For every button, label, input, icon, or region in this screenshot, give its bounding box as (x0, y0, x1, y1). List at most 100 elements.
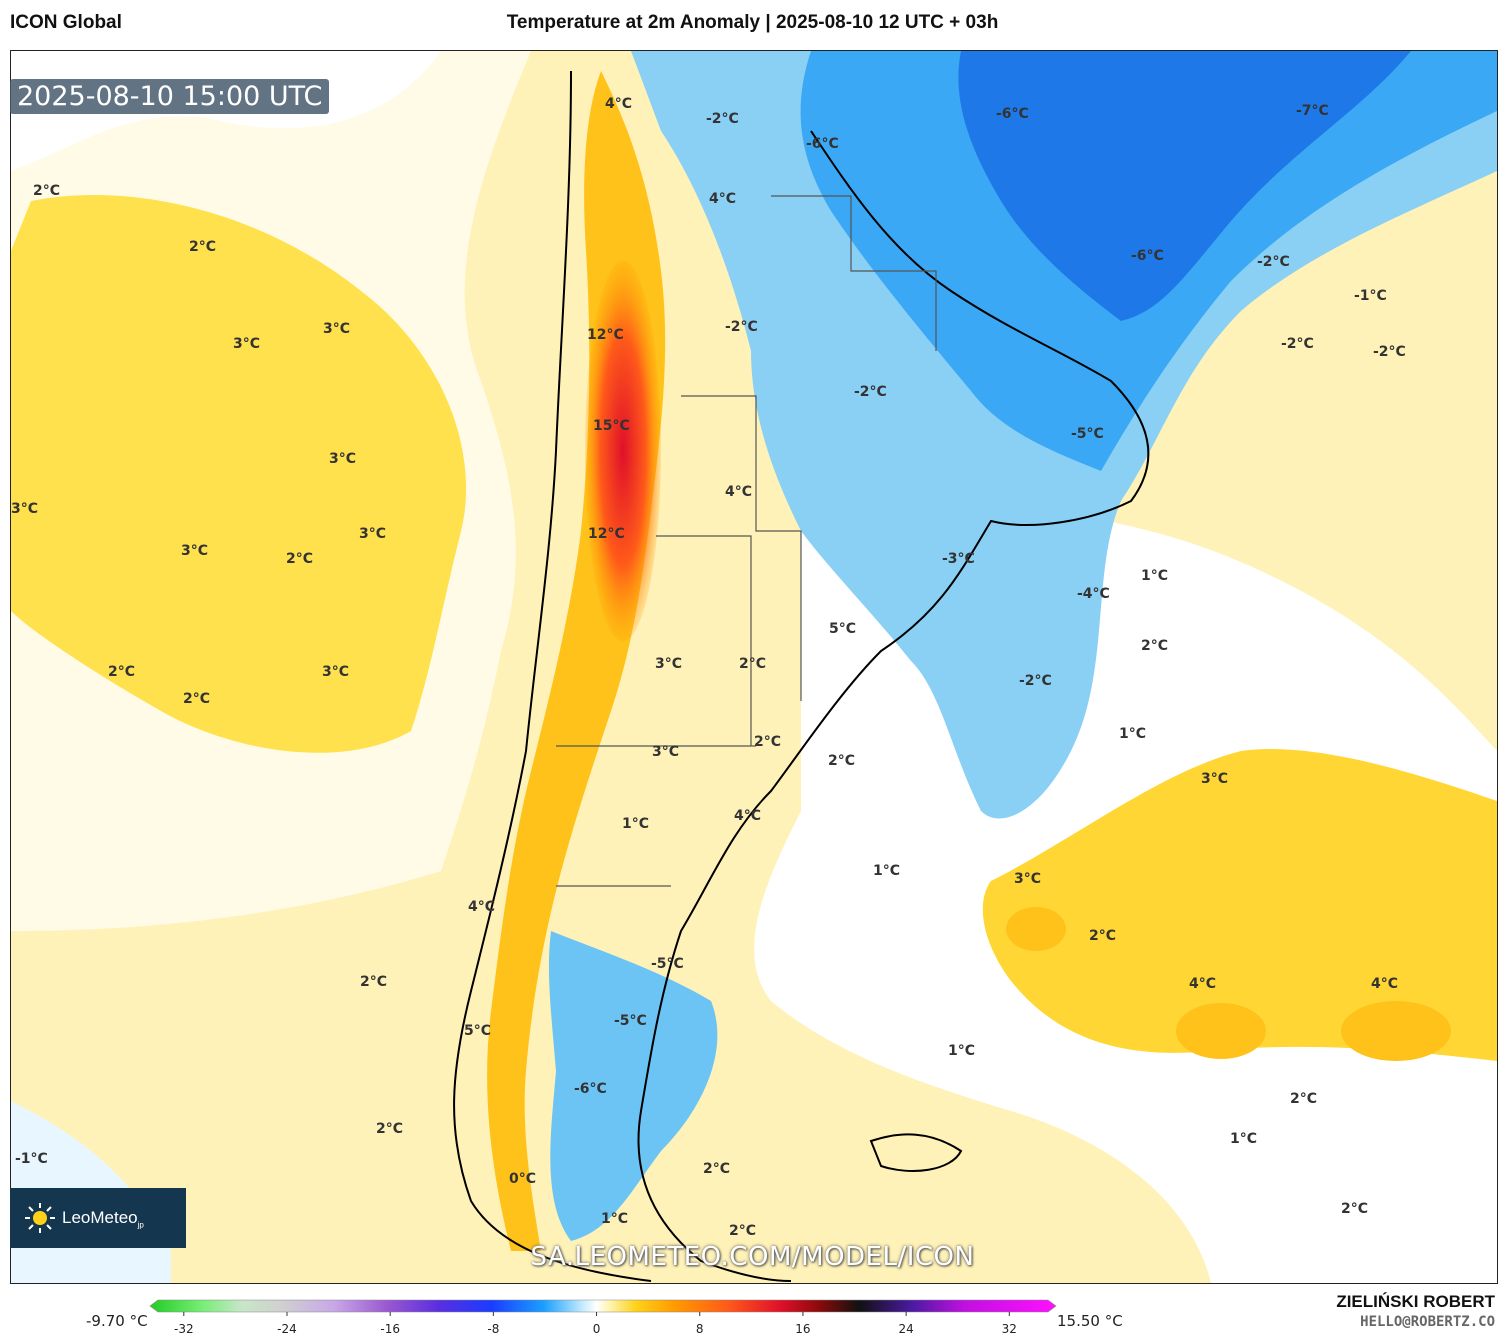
temperature-label: 2°C (376, 1121, 404, 1137)
temperature-label: 3°C (322, 664, 350, 680)
hot-anomaly-core (585, 261, 661, 641)
colorbar (149, 1299, 1057, 1316)
colorbar-tick-label: 16 (795, 1322, 811, 1336)
logo-text: LeoMeteo (62, 1208, 138, 1227)
colorbar-tick-label: 0 (592, 1322, 601, 1336)
temperature-label: -2°C (854, 384, 887, 400)
temperature-label: 2°C (754, 734, 782, 750)
temperature-label: 4°C (734, 808, 762, 824)
temperature-label: -6°C (1131, 248, 1164, 264)
sun-icon (25, 1203, 55, 1233)
temperature-label: 1°C (601, 1211, 629, 1227)
colorbar-tick-label: -24 (277, 1322, 297, 1336)
colorbar-max-label: 15.50 °C (1057, 1312, 1123, 1330)
temperature-label: 2°C (108, 664, 136, 680)
temperature-label: 2°C (739, 656, 767, 672)
temperature-label: 3°C (323, 321, 351, 337)
temperature-label: -2°C (1281, 336, 1314, 352)
temperature-label: 3°C (11, 501, 39, 517)
temperature-label: 3°C (652, 744, 680, 760)
temperature-label: 2°C (828, 753, 856, 769)
logo-suffix: jp (137, 1220, 144, 1230)
warm-pacific-blob (11, 195, 467, 753)
colorbar-tick-label: -32 (173, 1322, 194, 1336)
map-title: Temperature at 2m Anomaly | 2025-08-10 1… (506, 12, 999, 33)
cold-patagonia (548, 931, 718, 1241)
temperature-label: -6°C (806, 136, 839, 152)
temperature-label: 2°C (286, 551, 314, 567)
falkland-islands (869, 1133, 963, 1172)
temperature-label: -1°C (15, 1151, 48, 1167)
author-email: HELLO@ROBERTZ.CO (1360, 1314, 1495, 1330)
temperature-label: -2°C (1019, 673, 1052, 689)
temperature-label: 3°C (359, 526, 387, 542)
temperature-label: 3°C (181, 543, 209, 559)
temperature-label: 2°C (703, 1161, 731, 1177)
temperature-label: 4°C (1189, 976, 1217, 992)
temperature-label: 2°C (1341, 1201, 1369, 1217)
temperature-label: -2°C (1257, 254, 1290, 270)
model-name: ICON Global (10, 12, 122, 33)
temperature-label: 4°C (709, 191, 737, 207)
temperature-label: 1°C (948, 1043, 976, 1059)
temperature-label: -3°C (942, 551, 975, 567)
colorbar-tick-label: 32 (1001, 1322, 1017, 1336)
coldest-core (958, 51, 1411, 321)
colorbar-tick-label: 24 (898, 1322, 914, 1336)
temperature-label: 2°C (729, 1223, 757, 1239)
leometeo-logo[interactable]: LeoMeteojp (10, 1188, 186, 1248)
temperature-label: 3°C (1201, 771, 1229, 787)
site-url: SA.LEOMETEO.COM/MODEL/ICON (530, 1242, 975, 1272)
colorbar-tick-label: -8 (487, 1322, 500, 1336)
temperature-label: 3°C (1014, 871, 1042, 887)
temperature-label: -2°C (725, 319, 758, 335)
author-credit: ZIELIŃSKI ROBERT (1336, 1292, 1495, 1311)
temperature-label: 3°C (655, 656, 683, 672)
temperature-label: 3°C (233, 336, 261, 352)
colorbar-tick-label: 8 (695, 1322, 704, 1336)
temperature-label: 2°C (1089, 928, 1117, 944)
temperature-label: 4°C (1371, 976, 1399, 992)
temperature-label: -1°C (1354, 288, 1387, 304)
temperature-label: 2°C (183, 691, 211, 707)
temperature-label: 1°C (622, 816, 650, 832)
temperature-label: -6°C (996, 106, 1029, 122)
temperature-label: 0°C (509, 1171, 537, 1187)
temperature-label: -5°C (614, 1013, 647, 1029)
temperature-label: 2°C (1290, 1091, 1318, 1107)
colorbar-min-label: -9.70 °C (86, 1312, 148, 1330)
temperature-label: 4°C (468, 899, 496, 915)
pacific-coastline (453, 70, 652, 1282)
map-panel[interactable]: 4°C -2°C -6°C -6°C -7°C 2°C 2°C 4°C 3°C 3°C 12°C -2… (10, 50, 1498, 1284)
atlantic-coastline (637, 130, 1150, 1282)
color-scale (0, 1284, 1505, 1338)
temperature-label: -2°C (1373, 344, 1406, 360)
temperature-label: 12°C (587, 327, 624, 343)
temperature-label: 1°C (1230, 1131, 1258, 1147)
temperature-label: 12°C (588, 526, 625, 542)
temperature-label: 5°C (829, 621, 857, 637)
province-boundaries (556, 195, 937, 887)
temperature-label: 3°C (329, 451, 357, 467)
temperature-label: -2°C (706, 111, 739, 127)
temperature-label: 2°C (1141, 638, 1169, 654)
temperature-label: 1°C (1119, 726, 1147, 742)
temperature-label: 4°C (605, 96, 633, 112)
temperature-label: -5°C (651, 956, 684, 972)
temperature-label: -5°C (1071, 426, 1104, 442)
temperature-label: 5°C (464, 1023, 492, 1039)
anomaly-map (11, 51, 1497, 1283)
temperature-label: 2°C (189, 239, 217, 255)
temperature-label: -4°C (1077, 586, 1110, 602)
temperature-label: -6°C (574, 1081, 607, 1097)
valid-time-badge: 2025-08-10 15:00 UTC (10, 79, 330, 114)
temperature-label: 1°C (873, 863, 901, 879)
temperature-label: 1°C (1141, 568, 1169, 584)
temperature-label: -7°C (1296, 103, 1329, 119)
colorbar-tick-label: -16 (380, 1322, 400, 1336)
temperature-label: 4°C (725, 484, 753, 500)
temperature-label: 2°C (360, 974, 388, 990)
warm-atlantic-band (982, 749, 1497, 1061)
temperature-label: 2°C (33, 183, 61, 199)
temperature-label: 15°C (593, 418, 630, 434)
